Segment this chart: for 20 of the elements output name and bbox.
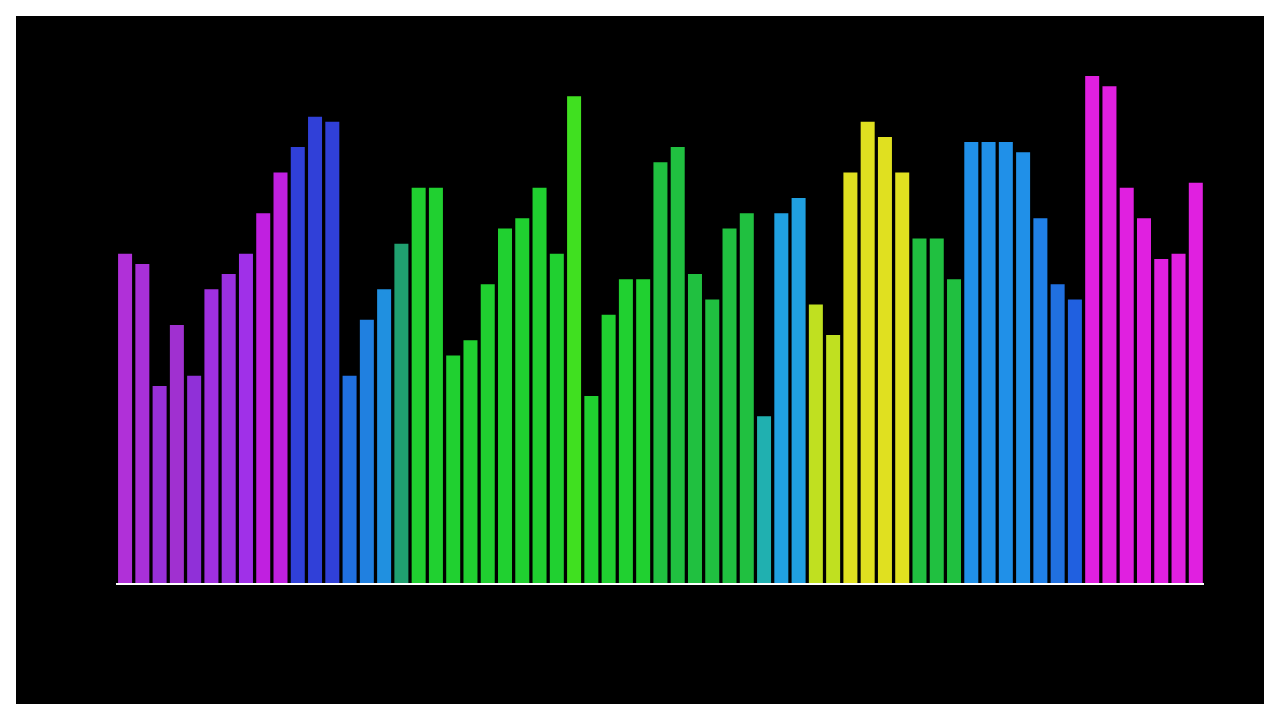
bar [964, 142, 979, 584]
bar [256, 213, 271, 584]
bar [843, 172, 858, 584]
bar [584, 396, 599, 584]
bar [791, 197, 806, 584]
bar [273, 172, 288, 584]
bar [653, 162, 668, 584]
bar [1067, 299, 1082, 584]
bar [774, 213, 789, 584]
bar [359, 319, 374, 584]
bar [1033, 218, 1048, 584]
bar [394, 243, 409, 584]
bar [187, 375, 202, 584]
bar [342, 375, 357, 584]
bar [1050, 284, 1065, 584]
bar [912, 238, 927, 584]
bar [204, 289, 219, 584]
bar [757, 416, 772, 584]
bar [567, 96, 582, 584]
bar [377, 289, 392, 584]
